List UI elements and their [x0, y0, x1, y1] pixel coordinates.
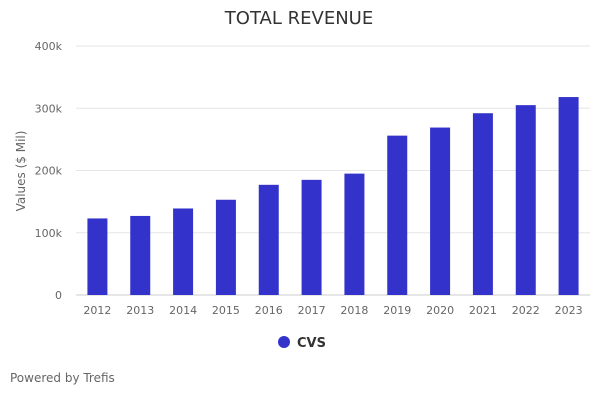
y-tick-label: 400k: [35, 40, 63, 53]
legend-label: CVS: [297, 336, 326, 351]
x-tick-label: 2023: [555, 304, 583, 317]
gridlines: [76, 45, 590, 296]
bar-2020[interactable]: [430, 127, 451, 295]
x-tick-label: 2015: [212, 304, 240, 317]
x-tick-label: 2018: [340, 304, 368, 317]
credit-text: Powered by Trefis: [10, 371, 115, 385]
y-tick-label: 200k: [35, 165, 63, 178]
y-axis-label: Values ($ Mil): [14, 131, 28, 212]
x-tick-label: 2013: [126, 304, 154, 317]
legend[interactable]: CVS: [278, 336, 326, 351]
bar-2012[interactable]: [87, 218, 108, 295]
bar-2015[interactable]: [215, 199, 236, 295]
x-tick-label: 2020: [426, 304, 454, 317]
x-tick-label: 2019: [383, 304, 411, 317]
bar-2022[interactable]: [515, 105, 536, 295]
bar-2016[interactable]: [258, 184, 279, 295]
x-tick-label: 2016: [255, 304, 283, 317]
bar-2018[interactable]: [344, 173, 365, 295]
chart-title: TOTAL REVENUE: [224, 8, 373, 29]
y-tick-label: 100k: [35, 227, 63, 240]
x-tick-label: 2012: [83, 304, 111, 317]
legend-marker: [278, 336, 290, 348]
y-tick-label: 0: [55, 289, 62, 302]
x-tick-label: 2014: [169, 304, 197, 317]
x-tick-label: 2021: [469, 304, 497, 317]
y-tick-label: 300k: [35, 102, 63, 115]
bar-2019[interactable]: [387, 135, 408, 295]
bar-2014[interactable]: [173, 208, 194, 295]
x-tick-label: 2022: [512, 304, 540, 317]
bars: [87, 97, 579, 295]
y-axis-ticks: 0 100k 200k 300k 400k: [35, 40, 63, 302]
bar-2021[interactable]: [472, 113, 493, 295]
bar-2023[interactable]: [558, 97, 579, 295]
x-tick-label: 2017: [298, 304, 326, 317]
bar-2017[interactable]: [301, 179, 322, 295]
x-axis-ticks: 2012 2013 2014 2015 2016 2017 2018 2019 2020 2021…: [83, 304, 582, 317]
bar-2013[interactable]: [130, 215, 151, 295]
